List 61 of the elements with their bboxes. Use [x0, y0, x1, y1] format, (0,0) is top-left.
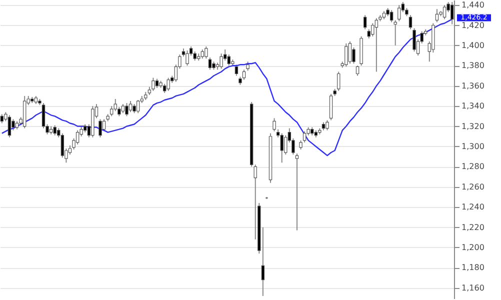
y-tick-label: 1,360 [462, 81, 484, 90]
y-tick-label: 1,440 [462, 0, 484, 10]
candlestick [329, 93, 333, 121]
candlestick [242, 69, 246, 80]
candlestick [128, 100, 132, 113]
candlestick [42, 102, 46, 129]
y-tick-label: 1,180 [462, 263, 484, 272]
candlestick [136, 100, 140, 114]
candlestick [246, 61, 250, 72]
y-tick-label: 1,280 [462, 162, 484, 172]
candlestick [204, 46, 208, 60]
candlestick [326, 120, 329, 131]
candlestick [152, 77, 155, 92]
candlestick [8, 114, 12, 138]
candlestick [280, 132, 284, 164]
candlestick [60, 132, 64, 158]
y-tick-label: 1,300 [462, 142, 484, 151]
candlestick [352, 46, 356, 64]
candlestick [102, 118, 106, 132]
candlestick [114, 98, 117, 112]
candlestick [272, 118, 276, 132]
candlestick [337, 71, 340, 92]
candlestick [98, 118, 102, 138]
y-tick-label: 1,320 [462, 122, 484, 131]
candlestick [125, 102, 128, 117]
candlestick [394, 20, 397, 46]
candlestick [398, 4, 401, 22]
candlestick [408, 14, 412, 30]
candlestick [390, 10, 394, 23]
y-tick-label: 1,220 [462, 222, 484, 232]
candlestick [442, 4, 446, 20]
y-tick-label: 1,160 [462, 283, 484, 292]
candlestick [348, 40, 352, 64]
y-tick-label: 1,200 [462, 242, 484, 252]
y-tick-label: 1,240 [462, 202, 484, 212]
candlestick [53, 124, 56, 136]
candlestick [132, 104, 136, 114]
candlestick [200, 48, 204, 60]
candlestick [295, 153, 299, 231]
candlestick [166, 77, 170, 92]
candlestick [356, 65, 360, 76]
candlestick [363, 14, 367, 30]
candlestick [0, 114, 4, 124]
candlestick [208, 57, 212, 70]
y-tick-label: 1,400 [462, 40, 484, 50]
candlestick [155, 78, 159, 88]
candlestick [435, 8, 439, 23]
candlestick [412, 28, 416, 52]
candlestick [162, 83, 166, 94]
candlestick [234, 64, 238, 76]
y-tick-label: 1,340 [462, 102, 484, 111]
y-tick-label: 1,380 [462, 61, 484, 70]
candlestick [227, 54, 230, 66]
y-tick-label: 1,420 [462, 20, 484, 30]
y-tick-label: 1,260 [462, 182, 484, 192]
candlestick [220, 53, 223, 70]
candlestick [121, 104, 125, 114]
candlestick [110, 106, 114, 117]
candlestick [186, 50, 189, 66]
candlestick [374, 18, 378, 72]
candlestick [344, 42, 348, 68]
